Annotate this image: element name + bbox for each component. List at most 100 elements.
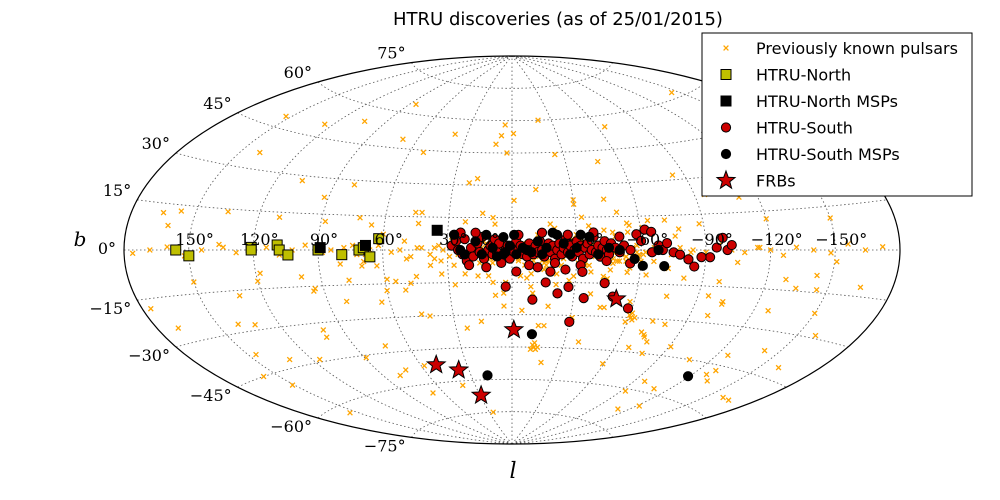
data-point bbox=[651, 258, 657, 265]
data-point bbox=[485, 273, 492, 279]
data-point bbox=[570, 273, 577, 280]
data-point bbox=[418, 244, 425, 251]
data-point bbox=[761, 347, 768, 354]
data-point bbox=[388, 249, 395, 256]
data-point bbox=[420, 149, 427, 156]
lat-tick-label: −75° bbox=[364, 436, 406, 455]
data-point bbox=[682, 371, 694, 382]
data-point bbox=[662, 321, 668, 328]
legend-label: HTRU-South MSPs bbox=[756, 145, 900, 164]
data-point bbox=[459, 382, 466, 389]
lat-gridline bbox=[317, 81, 707, 122]
lat-tick-label: −30° bbox=[128, 346, 170, 365]
data-point bbox=[541, 322, 547, 329]
data-point bbox=[683, 254, 694, 265]
data-point bbox=[599, 278, 610, 289]
data-point bbox=[440, 247, 446, 253]
data-point bbox=[720, 394, 726, 401]
data-point bbox=[725, 397, 732, 404]
lat-gridline bbox=[411, 411, 613, 438]
data-point bbox=[359, 239, 371, 251]
data-point bbox=[413, 101, 419, 108]
data-point bbox=[323, 334, 330, 341]
data-point bbox=[446, 253, 453, 260]
data-point bbox=[703, 371, 710, 378]
data-point bbox=[526, 329, 538, 340]
lon-gridline bbox=[511, 55, 642, 445]
data-point bbox=[696, 220, 703, 227]
data-point bbox=[716, 278, 723, 285]
data-point bbox=[402, 367, 409, 373]
data-point bbox=[474, 175, 481, 182]
data-point bbox=[236, 292, 243, 299]
lat-tick-label: 45° bbox=[203, 94, 231, 113]
lon-tick-label: 0° bbox=[481, 230, 499, 249]
data-point bbox=[435, 242, 442, 249]
data-point bbox=[549, 257, 561, 269]
data-point bbox=[605, 288, 627, 308]
data-point bbox=[489, 260, 496, 266]
data-point bbox=[286, 356, 293, 363]
data-point bbox=[302, 242, 309, 248]
data-point bbox=[427, 262, 434, 269]
data-point bbox=[252, 321, 258, 328]
data-point bbox=[378, 299, 385, 305]
data-point bbox=[504, 150, 510, 156]
data-point bbox=[599, 360, 606, 367]
lat-tick-label: 0° bbox=[98, 239, 116, 258]
lon-tick-label: 60° bbox=[374, 230, 402, 249]
lon-tick-label: 150° bbox=[175, 230, 214, 249]
data-point bbox=[535, 322, 542, 329]
lat-tick-label: 75° bbox=[377, 44, 405, 63]
lon-tick-label: −30° bbox=[562, 230, 604, 249]
data-point bbox=[637, 260, 648, 271]
data-point bbox=[642, 249, 649, 256]
data-point bbox=[462, 270, 469, 277]
data-point bbox=[282, 249, 294, 261]
data-point bbox=[663, 293, 670, 300]
data-point bbox=[629, 253, 640, 265]
data-point bbox=[624, 269, 631, 276]
data-point bbox=[299, 177, 306, 184]
data-point bbox=[616, 258, 623, 264]
data-point bbox=[541, 242, 552, 253]
data-point bbox=[540, 277, 551, 288]
data-point bbox=[421, 362, 428, 369]
data-point bbox=[336, 249, 348, 261]
data-point bbox=[501, 303, 507, 309]
data-point bbox=[363, 354, 370, 361]
data-point bbox=[147, 305, 154, 312]
data-point bbox=[553, 281, 559, 288]
lat-tick-label: 30° bbox=[142, 134, 170, 153]
data-point bbox=[448, 229, 460, 240]
data-point bbox=[578, 293, 589, 304]
data-point bbox=[532, 236, 543, 247]
data-point bbox=[498, 132, 505, 139]
data-point bbox=[470, 227, 481, 238]
data-point bbox=[476, 249, 487, 260]
data-point bbox=[680, 275, 687, 281]
data-point bbox=[705, 293, 712, 299]
lat-tick-label: −60° bbox=[270, 417, 312, 436]
data-point bbox=[430, 390, 436, 396]
data-point bbox=[614, 258, 621, 264]
data-point bbox=[283, 113, 289, 120]
data-point bbox=[254, 278, 261, 285]
data-point bbox=[754, 244, 761, 251]
data-point bbox=[857, 284, 864, 291]
data-point bbox=[631, 314, 638, 321]
data-point bbox=[668, 89, 675, 96]
lon-gridline bbox=[382, 55, 513, 445]
data-point bbox=[418, 311, 425, 317]
data-point bbox=[558, 238, 569, 249]
data-point bbox=[570, 197, 576, 203]
data-point bbox=[382, 343, 389, 349]
data-point bbox=[783, 276, 789, 283]
data-point bbox=[845, 241, 851, 247]
data-point bbox=[547, 221, 554, 227]
data-point bbox=[346, 277, 352, 284]
data-point bbox=[523, 275, 530, 281]
tick-labels: 150° 120° 90° 60° 30° 0° −30° −60° −90° −120° −150… bbox=[89, 44, 867, 456]
data-point bbox=[397, 372, 404, 379]
data-point bbox=[407, 253, 414, 260]
